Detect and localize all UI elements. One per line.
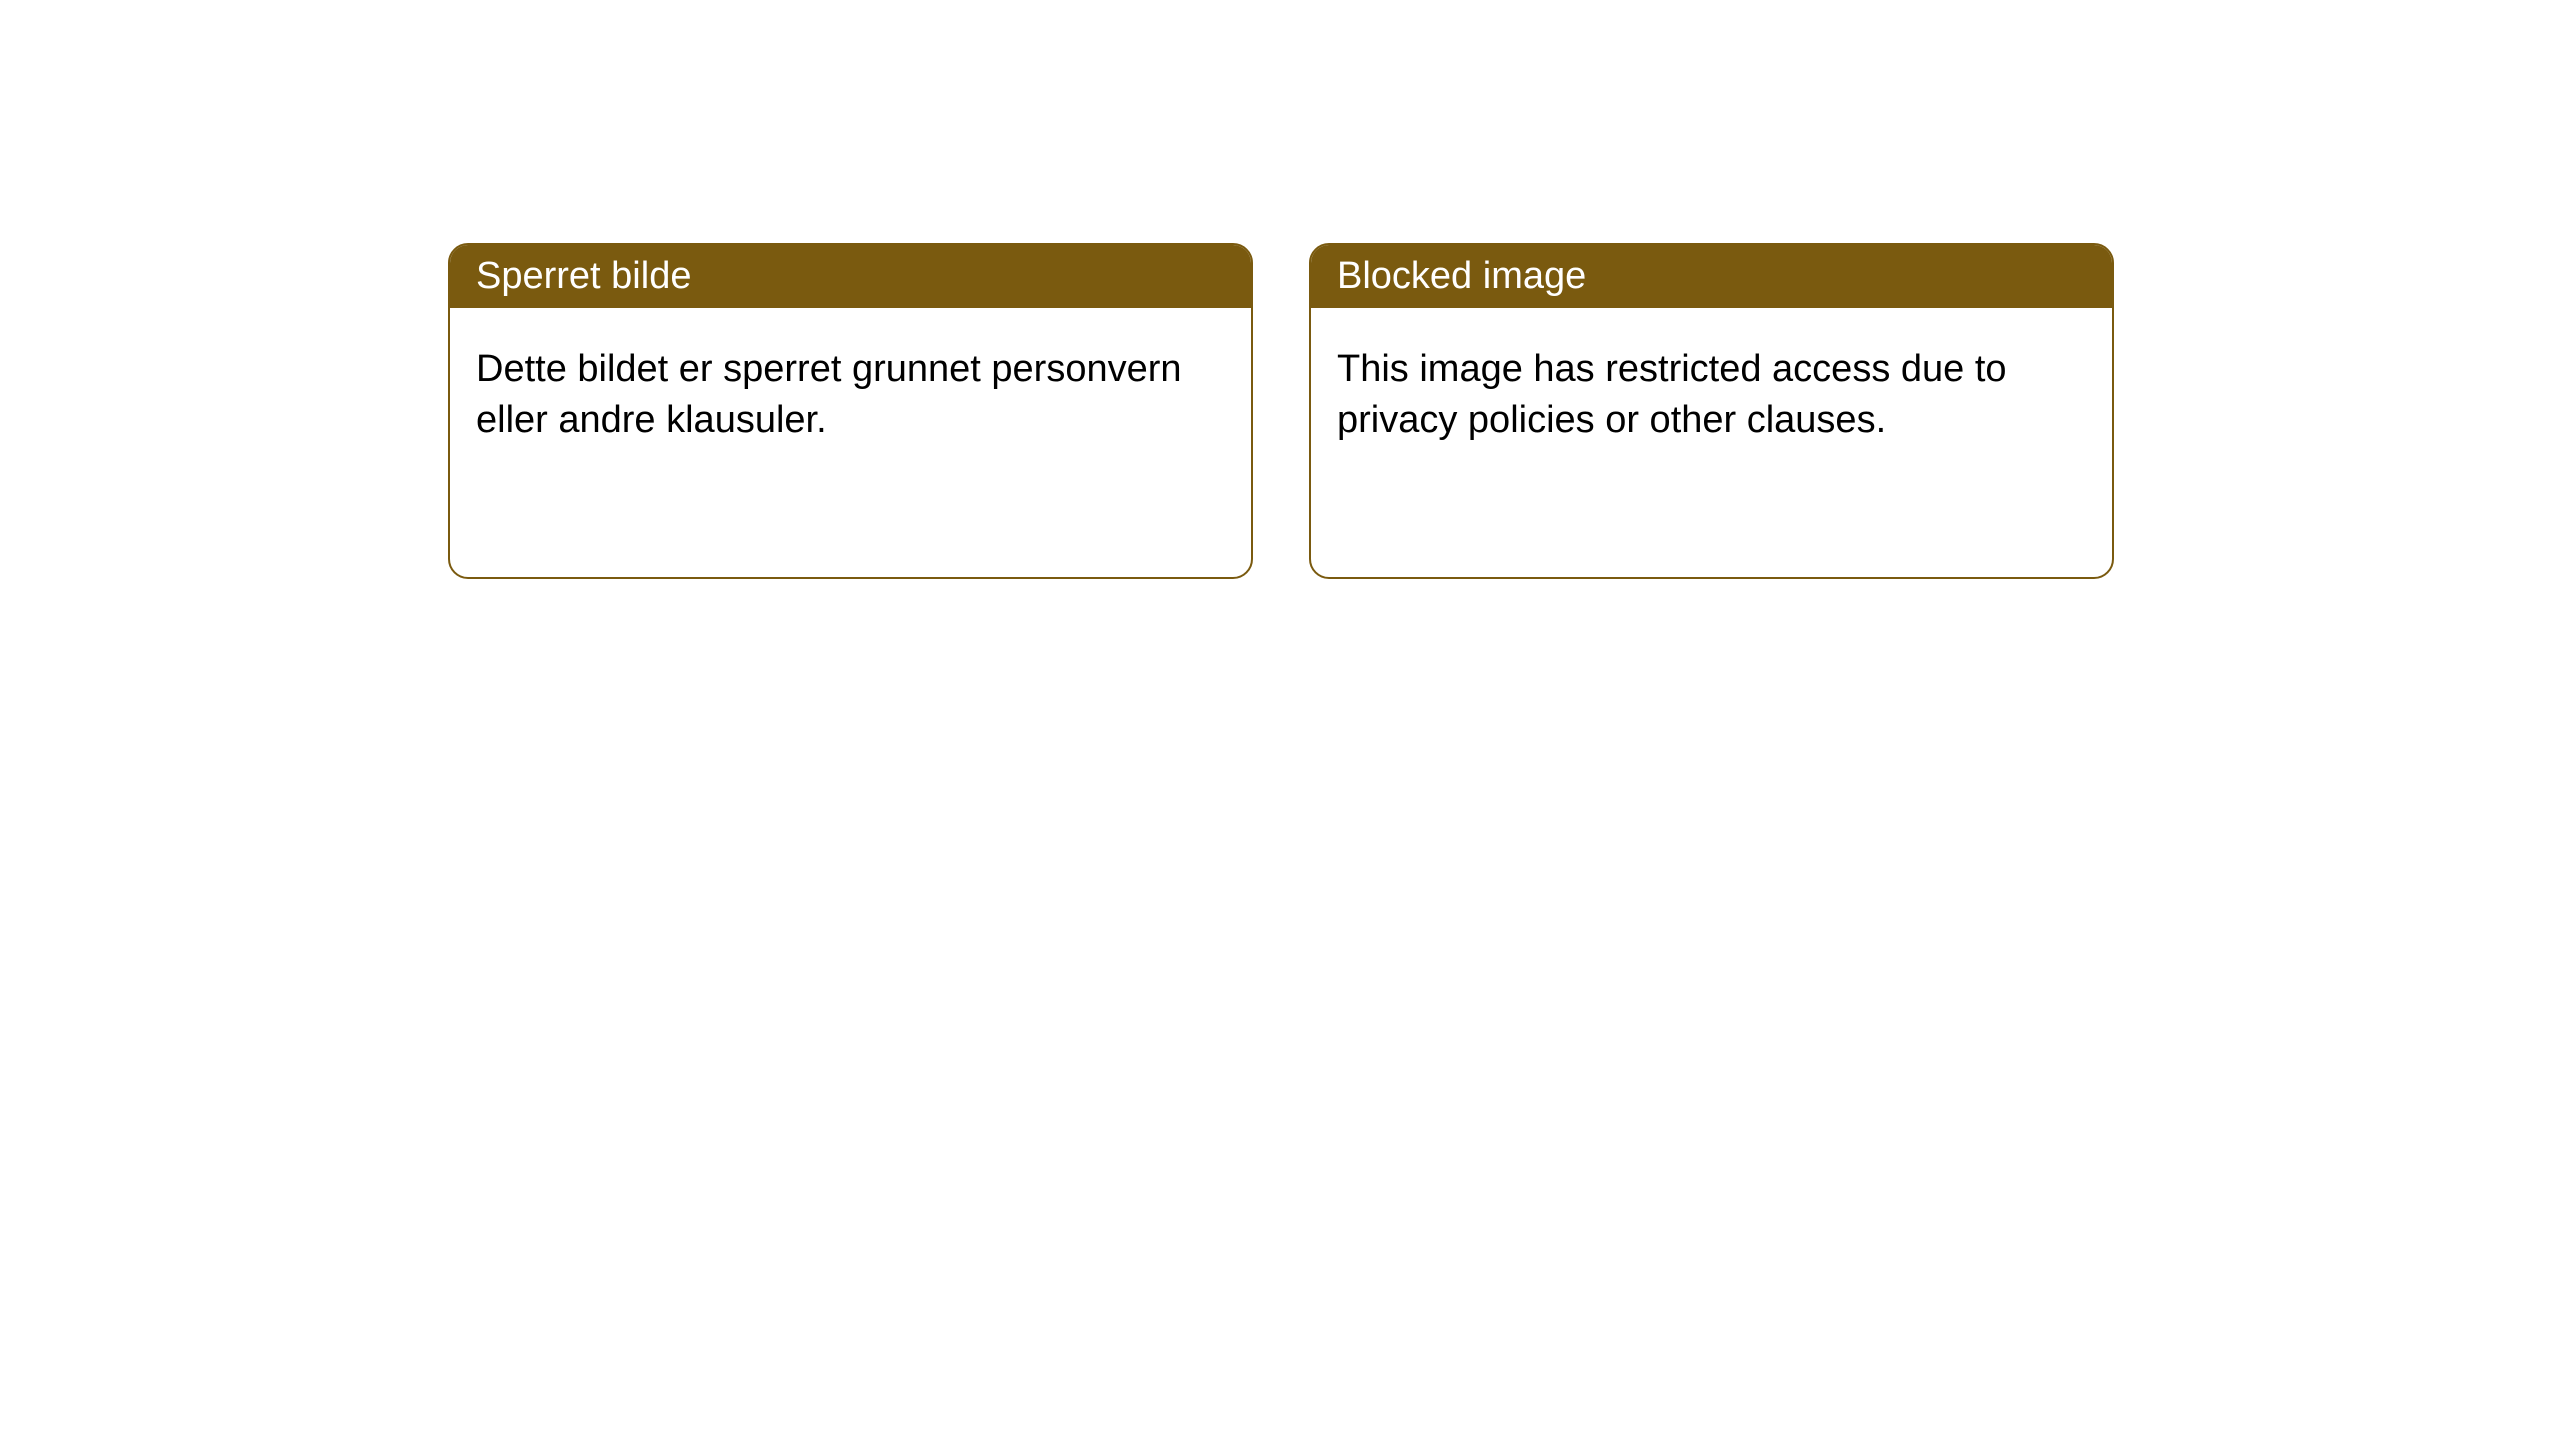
card-body: Dette bildet er sperret grunnet personve… xyxy=(450,308,1251,483)
notice-container: Sperret bilde Dette bildet er sperret gr… xyxy=(0,0,2560,579)
card-body: This image has restricted access due to … xyxy=(1311,308,2112,483)
card-header: Sperret bilde xyxy=(450,245,1251,308)
notice-card-english: Blocked image This image has restricted … xyxy=(1309,243,2114,579)
notice-card-norwegian: Sperret bilde Dette bildet er sperret gr… xyxy=(448,243,1253,579)
card-header: Blocked image xyxy=(1311,245,2112,308)
